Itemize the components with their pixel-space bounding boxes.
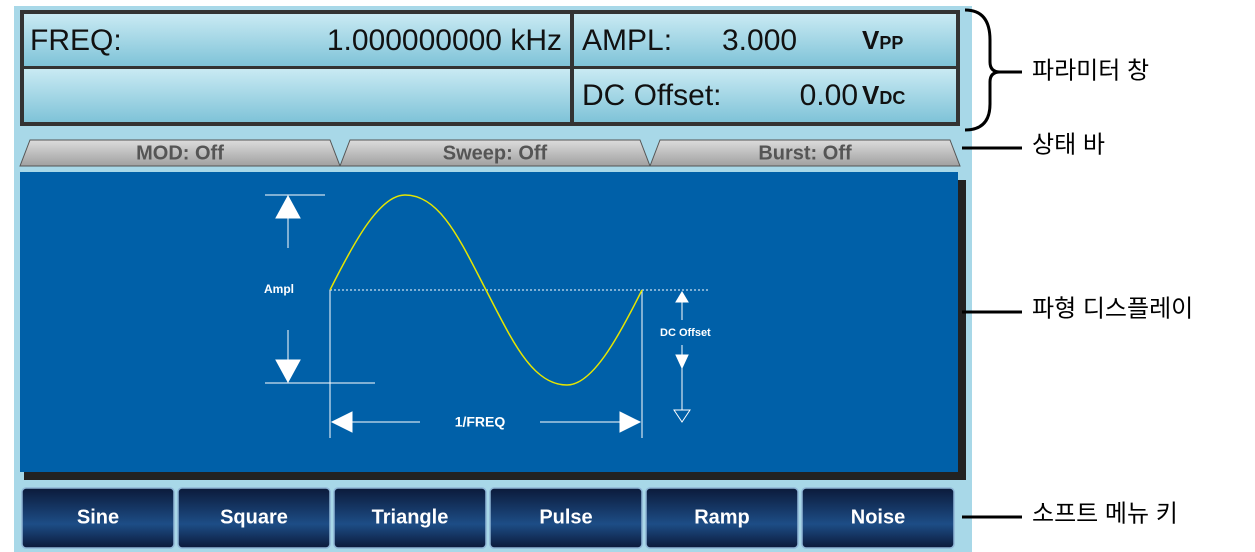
soft-key[interactable] bbox=[489, 487, 643, 549]
ampl-unit: Vpp bbox=[862, 25, 903, 55]
status-mod: MOD: Off bbox=[136, 142, 224, 164]
soft-key[interactable] bbox=[21, 487, 175, 549]
soft-key[interactable] bbox=[177, 487, 331, 549]
callout-label: 파형 디스플레이 bbox=[1032, 295, 1193, 322]
callouts bbox=[962, 8, 1022, 519]
ampl-cell bbox=[574, 14, 956, 66]
dc-offset-annotation: DC Offset bbox=[660, 327, 711, 339]
callout-label: 상태 바 bbox=[1032, 131, 1105, 158]
freq-value: 1.000000000 kHz bbox=[327, 24, 562, 57]
soft-key-label: Ramp bbox=[694, 506, 750, 528]
dc-unit: Vdc bbox=[862, 80, 905, 110]
status-tab bbox=[649, 139, 961, 167]
ampl-value: 3.000 bbox=[722, 24, 797, 57]
status-tab bbox=[19, 139, 341, 167]
soft-key-label: Pulse bbox=[539, 506, 592, 528]
soft-key[interactable] bbox=[645, 487, 799, 549]
freq-cell bbox=[24, 14, 570, 66]
status-burst: Burst: Off bbox=[758, 142, 852, 164]
waveform-diagram bbox=[265, 194, 708, 438]
callout-label: 파라미터 창 bbox=[1032, 57, 1149, 84]
status-tab bbox=[339, 139, 651, 167]
dc-cell bbox=[574, 69, 956, 122]
soft-key-label: Triangle bbox=[372, 506, 449, 528]
freq-label: FREQ: bbox=[30, 24, 122, 57]
ampl-label: AMPL: bbox=[582, 24, 672, 57]
dc-value: 0.00 bbox=[800, 79, 858, 112]
soft-key[interactable] bbox=[333, 487, 487, 549]
ampl-annotation: Ampl bbox=[264, 282, 294, 296]
soft-key-label: Square bbox=[220, 506, 288, 528]
soft-key-label: Sine bbox=[77, 506, 119, 528]
soft-key[interactable] bbox=[801, 487, 955, 549]
dc-label: DC Offset: bbox=[582, 79, 721, 112]
sine-wave bbox=[329, 194, 643, 386]
period-annotation: 1/FREQ bbox=[455, 414, 506, 430]
empty-cell bbox=[24, 69, 570, 122]
waveform-display bbox=[20, 172, 958, 472]
status-sweep: Sweep: Off bbox=[443, 142, 548, 164]
soft-key-label: Noise bbox=[851, 506, 905, 528]
callout-label: 소프트 메뉴 키 bbox=[1032, 500, 1178, 527]
